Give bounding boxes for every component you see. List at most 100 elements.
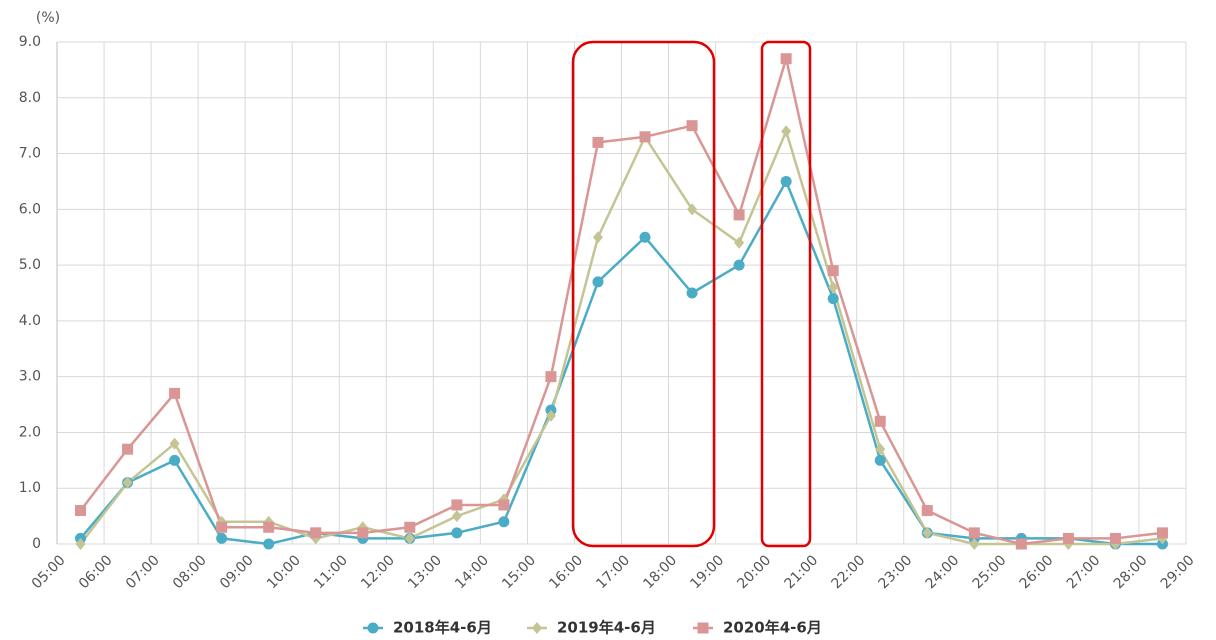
marker xyxy=(404,521,416,533)
y-tick-label: 8.0 xyxy=(19,90,41,106)
x-tick-label: 25:00 xyxy=(970,552,1010,592)
x-tick-label: 29:00 xyxy=(1158,552,1198,592)
y-tick-label: 5.0 xyxy=(19,257,41,273)
marker xyxy=(922,526,933,539)
marker xyxy=(451,499,463,511)
marker xyxy=(828,281,839,294)
marker xyxy=(75,538,86,550)
x-tick-label: 09:00 xyxy=(217,552,257,592)
marker xyxy=(545,371,557,383)
x-tick-label: 11:00 xyxy=(311,552,351,592)
marker xyxy=(827,293,839,305)
y-tick-label: 2.0 xyxy=(19,424,41,440)
legend-label: 2018年4-6月 xyxy=(393,619,492,637)
y-tick-label: 4.0 xyxy=(19,313,41,329)
x-tick-label: 26:00 xyxy=(1017,552,1057,592)
marker xyxy=(686,287,698,299)
marker xyxy=(639,231,651,243)
legend-label: 2019年4-6月 xyxy=(557,619,656,637)
y-tick-label: 7.0 xyxy=(19,146,41,162)
marker xyxy=(404,532,415,545)
x-tick-label: 05:00 xyxy=(29,552,69,592)
marker xyxy=(592,231,603,244)
x-tick-label: 23:00 xyxy=(876,552,916,592)
x-tick-label: 10:00 xyxy=(264,552,304,592)
marker xyxy=(874,454,886,466)
marker xyxy=(75,505,87,517)
y-unit-label: (%) xyxy=(36,10,60,26)
marker xyxy=(1109,532,1121,544)
y-tick-label: 0 xyxy=(32,536,41,552)
marker xyxy=(639,131,651,143)
marker xyxy=(122,476,133,489)
y-tick-label: 3.0 xyxy=(19,369,41,385)
marker xyxy=(545,409,556,422)
x-tick-label: 14:00 xyxy=(452,552,492,592)
marker xyxy=(1015,538,1027,550)
marker xyxy=(451,527,463,539)
marker xyxy=(733,209,745,221)
x-tick-label: 06:00 xyxy=(76,552,116,592)
marker xyxy=(733,259,745,271)
marker xyxy=(1156,527,1168,539)
legend: 2018年4-6月 2019年4-6月 2020年4-6月 xyxy=(363,619,822,637)
x-tick-label: 21:00 xyxy=(781,552,821,592)
x-tick-label: 19:00 xyxy=(687,552,727,592)
marker xyxy=(592,276,604,288)
marker xyxy=(734,236,745,249)
marker xyxy=(169,437,180,450)
highlight-box xyxy=(571,40,716,548)
marker xyxy=(687,203,698,216)
marker xyxy=(780,53,792,65)
marker xyxy=(969,538,980,550)
marker xyxy=(367,622,379,634)
marker xyxy=(874,415,886,427)
x-tick-label: 07:00 xyxy=(123,552,163,592)
marker xyxy=(169,454,181,466)
marker xyxy=(169,387,181,399)
x-tick-label: 16:00 xyxy=(546,552,586,592)
marker xyxy=(451,510,462,523)
series-line xyxy=(79,127,1163,546)
marker xyxy=(357,527,369,539)
marker xyxy=(686,120,698,132)
x-tick-label: 22:00 xyxy=(829,552,869,592)
y-tick-label: 9.0 xyxy=(19,34,41,50)
series-line xyxy=(79,53,1163,546)
x-tick-label: 13:00 xyxy=(405,552,445,592)
marker xyxy=(827,265,839,277)
marker xyxy=(697,622,709,634)
marker xyxy=(781,125,792,138)
marker xyxy=(780,175,792,187)
x-tick-label: 18:00 xyxy=(640,552,680,592)
legend-label: 2020年4-6月 xyxy=(723,619,822,637)
marker xyxy=(310,527,322,539)
marker xyxy=(498,516,510,528)
highlight-box xyxy=(760,40,812,548)
marker xyxy=(968,527,980,539)
x-tick-label: 17:00 xyxy=(593,552,633,592)
x-tick-label: 28:00 xyxy=(1111,552,1151,592)
series-line xyxy=(79,178,1163,546)
y-tick-label: 6.0 xyxy=(19,201,41,217)
marker xyxy=(875,443,886,456)
x-tick-label: 15:00 xyxy=(499,552,539,592)
x-tick-label: 08:00 xyxy=(170,552,210,592)
y-tick-label: 1.0 xyxy=(19,480,41,496)
marker xyxy=(921,505,933,517)
marker xyxy=(263,538,275,550)
marker xyxy=(1062,532,1074,544)
marker xyxy=(592,136,604,148)
marker xyxy=(498,499,510,511)
marker xyxy=(216,532,228,544)
x-tick-label: 20:00 xyxy=(734,552,774,592)
marker xyxy=(532,622,542,634)
x-tick-label: 12:00 xyxy=(358,552,398,592)
marker xyxy=(263,521,275,533)
marker xyxy=(122,443,134,455)
grid: 0 1.0 2.0 3.0 4.0 5.0 6.0 7.0 8.0 9.0 05:00 06:00 07… xyxy=(19,34,1198,592)
x-tick-label: 24:00 xyxy=(923,552,963,592)
plot xyxy=(75,53,1168,550)
x-tick-label: 27:00 xyxy=(1064,552,1104,592)
